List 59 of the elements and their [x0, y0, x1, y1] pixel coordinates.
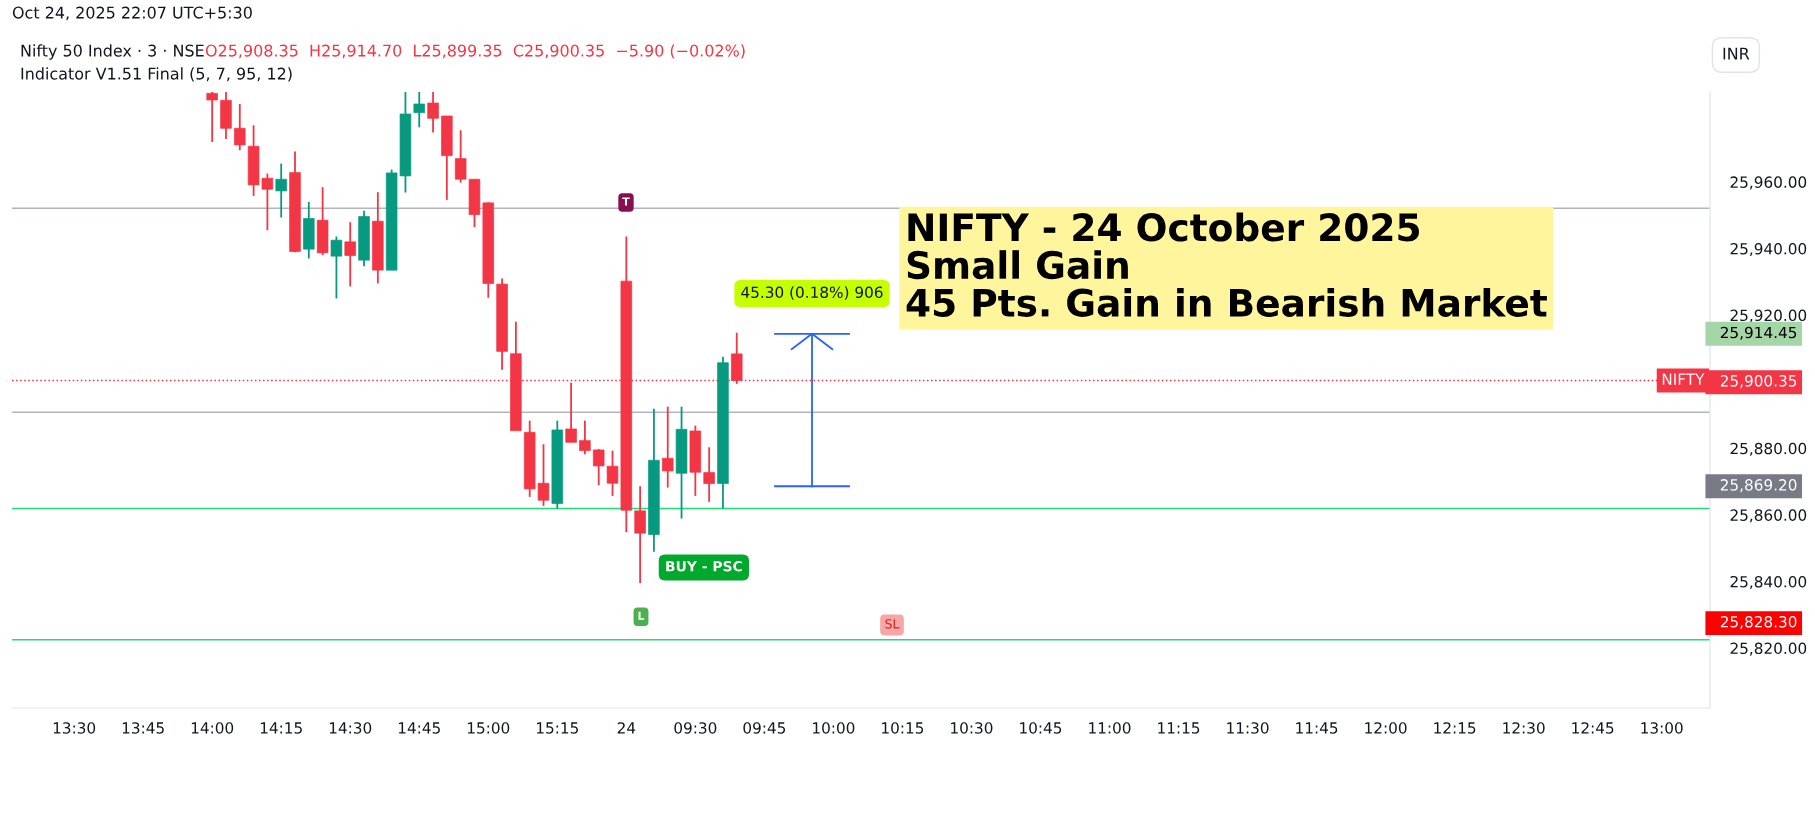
x-tick-label: 11:30: [1227, 722, 1269, 734]
y-tick-label: 25,920.00: [1730, 309, 1807, 323]
candlestick: [206, 92, 218, 143]
ref-line-label: NIFTY: [1662, 373, 1705, 385]
x-tick-label: 12:15: [1434, 722, 1476, 734]
x-tick-label: 13:30: [53, 722, 96, 734]
x-tick-label: 10:00: [813, 722, 855, 734]
chart-title: Nifty 50 Index · 3 · NSE: [21, 44, 204, 60]
x-tick-label: 12:00: [1365, 722, 1407, 734]
x-tick-label: 14:00: [191, 722, 234, 734]
text: Indicator V1.51 Final (5, 7, 95, 12): [21, 67, 292, 82]
x-tick-label: 09:30: [674, 722, 717, 734]
annotation: 45.30 (0.18%) 906: [741, 286, 883, 300]
annotation: NIFTY - 24 October 2025 Small Gain 45 Pts. Gain in Bearish Market: [906, 212, 1547, 317]
x-tick-label: 11:00: [1089, 722, 1131, 734]
y-tick-label: 25,840.00: [1730, 575, 1807, 590]
candlestick: [579, 419, 591, 456]
annotation: BUY - PSC: [666, 560, 742, 572]
annotation: SL: [885, 619, 900, 629]
x-tick-label: 09:45: [743, 722, 786, 734]
x-tick-label: 12:30: [1503, 722, 1545, 734]
x-tick-label: 12:45: [1572, 722, 1614, 734]
chart-subtitle: O25,908.35 H25,914.70 L25,899.35 C25,900.35 −5.90 (−0.02%): [205, 44, 745, 59]
x-tick-label: 14:30: [329, 722, 372, 734]
x-tick-label: 14:45: [398, 722, 440, 734]
candlestick: [662, 405, 674, 489]
text: INR: [1723, 47, 1750, 60]
candlestick: [703, 446, 715, 503]
candlestick: [413, 92, 425, 129]
y-tick-label: 25,880.00: [1730, 442, 1807, 456]
x-tick-label: 11:15: [1158, 722, 1200, 734]
x-tick-label: 10:15: [882, 722, 924, 734]
text: 25,914.45: [1720, 326, 1797, 340]
y-tick-label: 25,860.00: [1730, 509, 1807, 523]
x-tick-label: 10:30: [951, 722, 993, 734]
annotation: L: [638, 611, 645, 620]
text: 25,828.30: [1720, 616, 1797, 630]
x-tick-label: 24: [617, 722, 636, 734]
candlestick: [565, 381, 577, 444]
candlestick: [275, 162, 287, 219]
annotation: T: [622, 197, 630, 206]
x-tick-label: 13:45: [122, 722, 164, 734]
text: 25,900.35: [1720, 375, 1797, 389]
y-tick-label: 25,960.00: [1730, 176, 1807, 190]
x-tick-label: 15:00: [467, 722, 510, 734]
candlestick: [234, 103, 246, 152]
candlestick: [330, 235, 343, 300]
text: 25,869.20: [1720, 479, 1797, 493]
y-tick-label: 25,940.00: [1730, 242, 1807, 257]
x-tick-label: 13:00: [1641, 722, 1683, 734]
text: Oct 24, 2025 22:07 UTC+5:30: [12, 6, 252, 21]
x-tick-label: 11:45: [1296, 722, 1338, 734]
x-tick-label: 15:15: [536, 722, 578, 734]
x-tick-label: 10:45: [1020, 722, 1062, 734]
candlestick: [427, 92, 439, 134]
x-tick-label: 14:15: [260, 722, 302, 734]
candlestick: [344, 221, 356, 288]
y-tick-label: 25,820.00: [1730, 642, 1807, 656]
candlestick: [634, 485, 646, 585]
